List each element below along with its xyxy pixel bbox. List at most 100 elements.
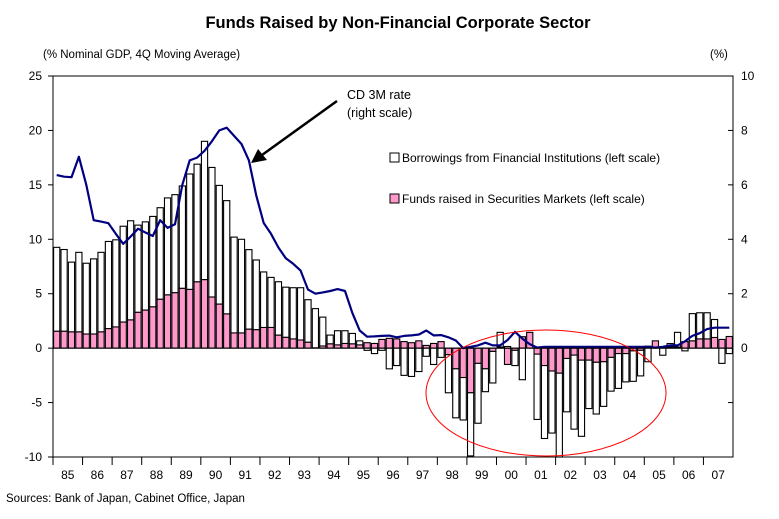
bar-securities [61, 331, 67, 348]
bar-securities [290, 339, 296, 348]
bar-borrowings [320, 317, 326, 346]
bar-securities [416, 341, 422, 348]
bar-borrowings [371, 348, 377, 353]
right-tick-label: 0 [741, 341, 748, 355]
bars-group [54, 141, 733, 457]
bar-securities [201, 280, 207, 349]
bar-borrowings [475, 363, 481, 423]
bar-borrowings [719, 348, 725, 363]
bar-borrowings [490, 351, 496, 383]
bar-securities [342, 343, 348, 348]
bar-borrowings [61, 250, 67, 332]
bar-securities [283, 337, 289, 348]
bar-borrowings [283, 287, 289, 337]
legend-label-securities: Funds raised in Securities Markets (left… [402, 192, 645, 206]
bar-securities [504, 348, 510, 364]
bar-securities [623, 348, 629, 353]
bar-borrowings [726, 348, 732, 353]
bar-securities [157, 299, 163, 348]
bar-borrowings [54, 247, 60, 331]
bar-borrowings [394, 348, 400, 365]
cd-rate-label: CD 3M rate [347, 88, 411, 102]
x-tick-label: 95 [357, 468, 371, 482]
bar-borrowings [460, 378, 466, 420]
bar-securities [231, 333, 237, 348]
legend: Borrowings from Financial Institutions (… [390, 151, 660, 206]
x-tick-label: 92 [268, 468, 282, 482]
right-tick-label: 10 [741, 69, 755, 83]
bar-securities [438, 342, 444, 349]
bar-securities [719, 339, 725, 348]
bar-securities [541, 348, 547, 365]
bar-securities [105, 329, 111, 349]
bar-borrowings [135, 225, 141, 312]
bar-securities [224, 314, 230, 348]
bar-borrowings [386, 348, 392, 369]
bar-borrowings [401, 348, 407, 375]
bar-borrowings [327, 335, 333, 344]
x-tick-label: 03 [593, 468, 607, 482]
bar-securities [371, 343, 377, 348]
bar-securities [216, 304, 222, 348]
bar-securities [327, 344, 333, 348]
x-tick-label: 97 [416, 468, 430, 482]
bar-borrowings [83, 263, 89, 334]
bar-securities [128, 320, 134, 348]
bar-securities [689, 341, 695, 348]
x-tick-label: 05 [652, 468, 666, 482]
bar-borrowings [305, 300, 311, 342]
bar-borrowings [571, 355, 577, 429]
bar-securities [445, 348, 451, 355]
bar-borrowings [564, 358, 570, 411]
bar-securities [172, 293, 178, 349]
bar-securities [246, 329, 252, 348]
bar-securities [608, 348, 614, 357]
bar-securities [91, 334, 97, 348]
bar-securities [711, 337, 717, 348]
bar-securities [460, 348, 466, 377]
bar-borrowings [438, 348, 444, 357]
bar-securities [164, 295, 170, 348]
x-tick-label: 85 [61, 468, 75, 482]
bar-borrowings [187, 174, 193, 289]
bar-borrowings [578, 360, 584, 436]
bar-securities [298, 340, 304, 348]
bar-securities [209, 297, 215, 348]
bar-borrowings [593, 362, 599, 414]
bar-borrowings [194, 164, 200, 282]
bar-borrowings [357, 341, 363, 345]
x-tick-label: 88 [150, 468, 164, 482]
bar-securities [704, 339, 710, 348]
right-tick-label: 8 [741, 123, 748, 137]
bar-borrowings [445, 355, 451, 393]
bar-securities [401, 342, 407, 349]
annotation-arrow [262, 101, 337, 155]
bar-borrowings [453, 369, 459, 418]
bar-securities [179, 288, 185, 348]
bar-borrowings [238, 239, 244, 333]
bar-securities [549, 348, 555, 371]
bar-securities [431, 343, 437, 348]
right-tick-label: 2 [741, 287, 748, 301]
bar-borrowings [660, 348, 666, 355]
cd-rate-scale-label: (right scale) [347, 106, 412, 120]
bar-borrowings [216, 185, 222, 304]
bar-borrowings [201, 141, 207, 279]
bar-borrowings [68, 262, 74, 332]
bar-borrowings [534, 354, 540, 419]
x-tick-label: 04 [623, 468, 637, 482]
bar-securities [142, 310, 148, 348]
bar-borrowings [416, 348, 422, 371]
bar-borrowings [275, 282, 281, 335]
bar-borrowings [76, 252, 82, 331]
bar-securities [349, 344, 355, 348]
bar-borrowings [349, 333, 355, 343]
bar-borrowings [105, 241, 111, 328]
bar-borrowings [298, 288, 304, 340]
bar-borrowings [615, 354, 621, 389]
bar-borrowings [224, 201, 230, 314]
bar-securities [305, 342, 311, 348]
x-tick-label: 06 [682, 468, 696, 482]
bar-securities [534, 348, 540, 354]
bar-securities [135, 312, 141, 348]
